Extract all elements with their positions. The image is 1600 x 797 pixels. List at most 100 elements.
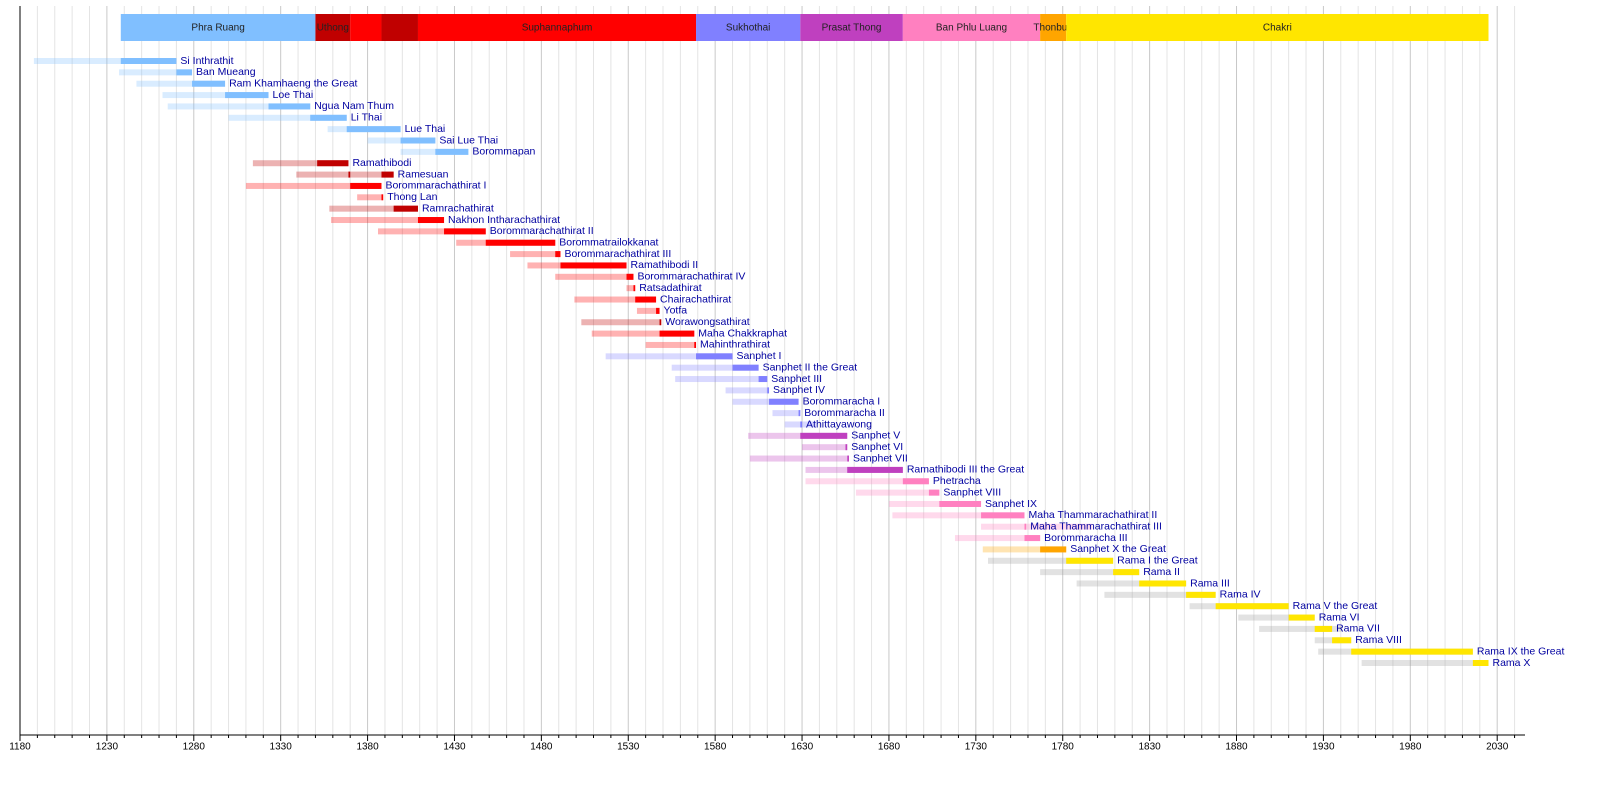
lifespan-bar xyxy=(1238,614,1315,621)
reign-bar xyxy=(800,421,803,428)
monarch-label: Phetracha xyxy=(933,475,981,487)
monarch-label: Sanphet I xyxy=(737,350,782,362)
reign-bar xyxy=(381,171,394,178)
monarch-label: Sanphet VI xyxy=(851,441,903,453)
x-tick-label: 1580 xyxy=(704,742,727,753)
reign-bar xyxy=(767,387,770,394)
reign-bar xyxy=(758,376,768,383)
dynasty-label: Prasat Thong xyxy=(822,23,882,34)
reign-bar xyxy=(400,137,436,144)
reign-bar xyxy=(1066,557,1114,564)
reign-bar xyxy=(555,251,561,258)
reign-bar xyxy=(847,455,849,462)
monarch-label: Sanphet IX xyxy=(985,498,1037,510)
reign-bar xyxy=(1215,603,1289,610)
monarch-label: Ramrachathirat xyxy=(422,202,494,214)
dynasty-label: Thonburi xyxy=(1033,23,1072,34)
reign-bar xyxy=(346,126,401,133)
reign-bar xyxy=(435,148,469,155)
x-tick-label: 1480 xyxy=(530,742,553,753)
monarch-label: Borommaracha I xyxy=(803,396,881,408)
lifespan-bar xyxy=(954,535,1041,542)
lifespan-bar xyxy=(982,546,1067,553)
monarch-label: Maha Thammarachathirat II xyxy=(1028,509,1157,521)
x-tick-label: 1930 xyxy=(1312,742,1335,753)
monarch-label: Athittayawong xyxy=(806,418,872,430)
lifespan-bar xyxy=(802,444,848,451)
lifespan-bar xyxy=(510,251,561,258)
monarch-label: Sanphet VIII xyxy=(943,486,1001,498)
monarch-label: Borommarachathirat III xyxy=(564,248,671,260)
monarch-label: Ram Khamhaeng the Great xyxy=(229,77,357,89)
reign-bar xyxy=(798,410,801,417)
reign-bar xyxy=(192,80,226,87)
reign-bar xyxy=(120,58,177,64)
reign-bar xyxy=(176,69,193,76)
lifespan-bar xyxy=(605,353,733,360)
monarch-label: Maha Thammarachathirat III xyxy=(1030,520,1162,532)
lifespan-bar xyxy=(725,387,770,394)
monarch-label: Rama VI xyxy=(1319,611,1360,623)
lifespan-bar xyxy=(892,512,1025,519)
lifespan-bar xyxy=(555,273,634,280)
lifespan-bar xyxy=(245,182,382,189)
x-tick-label: 2030 xyxy=(1486,742,1509,753)
lifespan-bar xyxy=(1361,660,1489,666)
reign-bar xyxy=(381,194,384,201)
monarch-label: Worawongsathirat xyxy=(665,316,750,328)
monarch-label: Loe Thai xyxy=(273,89,314,101)
lifespan-bar xyxy=(805,478,929,485)
dynasty-label: Ban Phlu Luang xyxy=(936,23,1007,34)
reign-bar xyxy=(417,217,445,224)
monarch-label: Rama IX the Great xyxy=(1477,645,1565,657)
reign-bar xyxy=(1288,614,1315,621)
lifespan-bar xyxy=(1104,591,1216,598)
monarch-label: Maha Chakkraphat xyxy=(698,327,787,339)
reign-bar xyxy=(902,478,929,485)
monarch-label: Ramathibodi xyxy=(352,157,411,169)
dynasty-band xyxy=(315,14,351,41)
monarch-label: Borommaracha II xyxy=(804,407,885,419)
x-tick-label: 1630 xyxy=(791,742,814,753)
monarch-label: Sanphet II the Great xyxy=(763,361,858,373)
reign-bar xyxy=(317,160,349,167)
monarch-label: Sai Lue Thai xyxy=(439,134,498,146)
monarch-label: Rama VIII xyxy=(1355,634,1402,646)
reign-bar xyxy=(696,353,733,360)
reign-bar xyxy=(350,182,382,189)
lifespan-bar xyxy=(671,364,759,371)
x-tick-label: 1430 xyxy=(443,742,466,753)
lifespan-bar xyxy=(296,171,394,178)
x-tick-label: 1180 xyxy=(9,742,31,753)
monarch-label: Sanphet V xyxy=(851,430,900,442)
reign-bar xyxy=(626,273,634,280)
monarch-label: Li Thai xyxy=(351,112,382,124)
x-tick-label: 1380 xyxy=(356,742,379,753)
reign-bar xyxy=(845,444,848,451)
lifespan-bar xyxy=(357,194,382,201)
x-tick-label: 1680 xyxy=(878,742,901,753)
reign-bar xyxy=(485,239,556,246)
monarch-label: Sanphet X the Great xyxy=(1070,543,1166,555)
lifespan-bar xyxy=(981,523,1093,530)
x-tick-label: 1980 xyxy=(1399,742,1422,753)
monarch-label: Rama IV xyxy=(1220,589,1261,601)
monarch-label: Sanphet III xyxy=(771,373,822,385)
lifespan-bar xyxy=(888,500,982,507)
monarch-label: Yotfa xyxy=(664,305,688,317)
dynasty-label: Suphannaphum xyxy=(522,23,593,34)
reign-bar xyxy=(225,92,269,99)
monarch-label: Nakhon Intharachathirat xyxy=(448,214,560,226)
reign-bar xyxy=(1024,523,1027,530)
lifespan-bar xyxy=(1076,580,1187,587)
monarch-label: Rama VII xyxy=(1336,623,1380,635)
x-tick-label: 1780 xyxy=(1052,742,1075,753)
lifespan-bar xyxy=(675,376,768,383)
lifespan-bar xyxy=(748,432,848,439)
dynasty-band xyxy=(1066,14,1489,41)
lifespan-bar xyxy=(1259,625,1343,632)
reign-bar xyxy=(769,398,799,405)
monarch-label: Sanphet VII xyxy=(853,452,908,464)
monarch-label: Si Inthrathit xyxy=(180,55,233,67)
